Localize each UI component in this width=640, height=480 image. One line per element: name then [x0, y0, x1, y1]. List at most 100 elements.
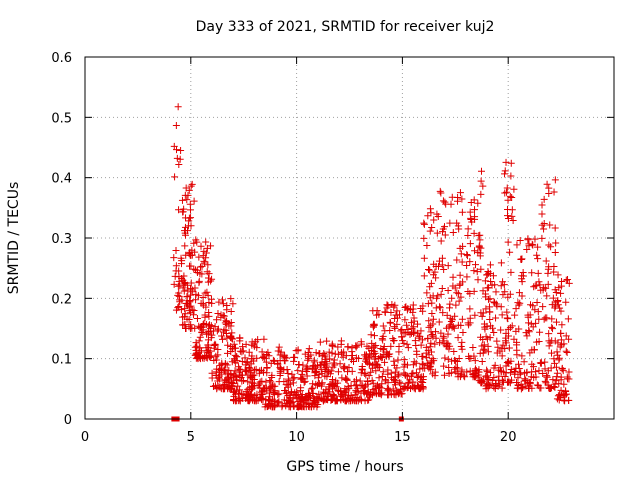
data-point — [439, 337, 447, 345]
data-point — [389, 335, 397, 343]
data-point — [492, 314, 500, 322]
data-point — [394, 356, 402, 364]
data-point — [564, 276, 572, 284]
data-point — [303, 372, 311, 380]
data-point — [312, 380, 320, 388]
data-point — [410, 384, 418, 392]
data-point — [536, 281, 544, 289]
data-point — [182, 324, 190, 332]
data-point — [337, 392, 345, 400]
data-point — [242, 367, 250, 375]
data-point — [515, 364, 523, 372]
data-point — [549, 325, 557, 333]
data-point — [425, 317, 433, 325]
data-point — [201, 259, 209, 267]
data-point — [547, 243, 555, 251]
data-point — [418, 360, 426, 368]
data-point — [500, 281, 508, 289]
data-point — [291, 391, 299, 399]
data-point — [541, 377, 549, 385]
data-point — [440, 362, 448, 370]
data-point — [534, 308, 542, 316]
data-point — [514, 374, 522, 382]
data-point — [283, 397, 291, 405]
data-point — [275, 390, 283, 398]
data-point — [546, 221, 554, 229]
data-point — [473, 268, 481, 276]
data-point — [371, 349, 379, 357]
data-point — [565, 279, 573, 287]
data-point — [508, 194, 516, 202]
data-point — [556, 304, 564, 312]
data-point — [536, 328, 544, 336]
data-point — [395, 388, 403, 396]
data-point — [170, 280, 178, 288]
data-point — [367, 368, 375, 376]
data-point — [533, 251, 541, 259]
data-point — [223, 302, 231, 310]
data-point — [185, 214, 193, 222]
data-point — [338, 374, 346, 382]
data-point — [426, 266, 434, 274]
data-point — [370, 350, 378, 358]
data-point — [348, 344, 356, 352]
data-point — [562, 298, 570, 306]
data-point — [335, 387, 343, 395]
data-point — [183, 299, 191, 307]
data-point — [255, 369, 263, 377]
data-point — [465, 354, 473, 362]
data-point — [245, 364, 253, 372]
data-point — [325, 368, 333, 376]
data-point — [391, 381, 399, 389]
data-point — [427, 366, 435, 374]
data-point — [178, 257, 186, 265]
data-point — [545, 384, 553, 392]
data-point — [201, 289, 209, 297]
data-point — [426, 283, 434, 291]
data-point — [247, 373, 255, 381]
data-point — [173, 154, 181, 162]
data-point — [173, 146, 181, 154]
data-point — [304, 356, 312, 364]
data-point — [262, 358, 270, 366]
data-point — [478, 312, 486, 320]
data-point — [258, 348, 266, 356]
data-point — [557, 386, 565, 394]
data-point — [223, 318, 231, 326]
data-point — [441, 198, 449, 206]
data-point — [423, 241, 431, 249]
data-point — [422, 343, 430, 351]
data-point — [444, 340, 452, 348]
data-point — [471, 311, 479, 319]
data-point — [539, 303, 547, 311]
data-point — [172, 306, 180, 314]
data-point — [222, 329, 230, 337]
data-point — [342, 352, 350, 360]
data-point — [227, 319, 235, 327]
data-point — [365, 360, 373, 368]
data-point — [565, 375, 573, 383]
data-point — [422, 349, 430, 357]
data-point — [430, 216, 438, 224]
data-point — [181, 227, 189, 235]
data-point — [445, 364, 453, 372]
data-point — [398, 333, 406, 341]
data-point — [390, 376, 398, 384]
data-point — [486, 315, 494, 323]
data-point — [469, 344, 477, 352]
data-point — [222, 376, 230, 384]
data-point — [425, 323, 433, 331]
data-point — [265, 352, 273, 360]
data-point — [385, 385, 393, 393]
data-point — [370, 321, 378, 329]
data-point — [506, 369, 514, 377]
data-point — [178, 296, 186, 304]
data-point — [204, 341, 212, 349]
data-point — [196, 354, 204, 362]
data-point — [331, 350, 339, 358]
data-point — [361, 351, 369, 359]
data-point — [207, 242, 215, 250]
data-point — [359, 366, 367, 374]
data-point — [454, 334, 462, 342]
data-point — [318, 352, 326, 360]
